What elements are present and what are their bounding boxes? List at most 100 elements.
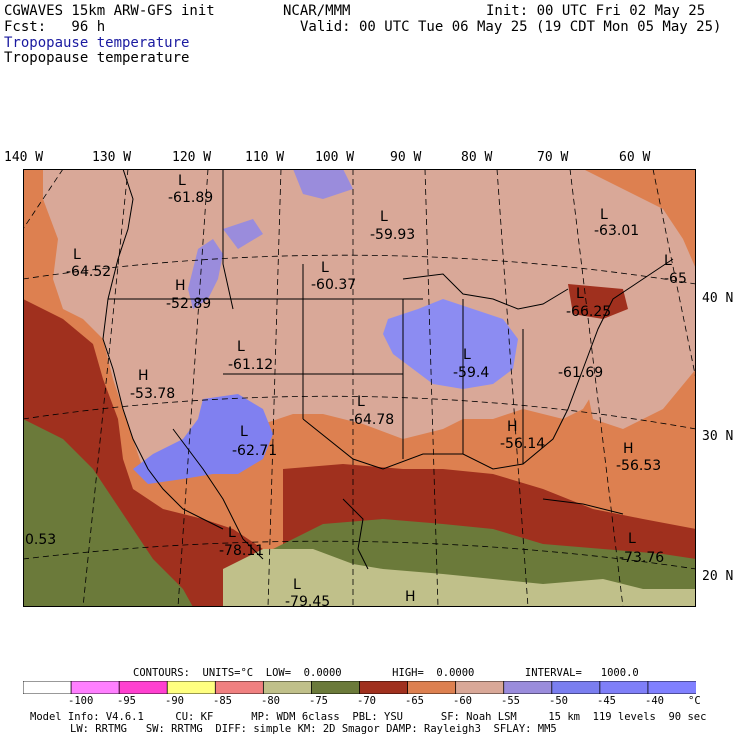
colorbar-swatch [166,681,217,694]
extremum-value: -78.11 [219,543,264,559]
extremum-letter: L [628,531,636,547]
lon-label: 80 W [461,150,493,165]
center-label: NCAR/MMM [283,3,351,19]
colorbar-swatch [599,681,649,694]
field-fill-blue-lakes [383,299,518,389]
tropopause-temperature-map: L -61.89 L -59.93 L -63.01 L -65 L -64.5… [23,169,696,607]
colorbar-tick: -50 [549,695,568,707]
extremum-letter: L [73,247,81,263]
colorbar-swatch [262,681,313,694]
extremum-letter: L [357,394,365,410]
colorbar-swatch [359,681,409,694]
extremum-letter: H [623,441,634,457]
extremum-value: -65 [664,271,687,287]
colorbar-tick: -90 [165,695,184,707]
field-fill-olive-pacific [23,419,193,607]
colorbar-swatch [23,681,72,694]
lon-label: 110 W [245,150,285,165]
extremum-value: -56.53 [616,458,661,474]
extremum-value: -61.89 [168,190,213,206]
extremum-value: -73.76 [619,550,664,566]
field-title: Tropopause temperature [4,50,190,66]
extremum-letter: H [507,419,518,435]
extremum-letter: L [178,173,186,189]
lat-label: 40 N [702,291,734,306]
colorbar-tick: -100 [68,695,94,707]
colorbar-swatch [118,681,169,694]
political-boundaries [102,169,674,570]
extremum-value: -64.52 [66,264,111,280]
extremum-value: -61.12 [228,357,273,373]
extremum-value: -60.37 [311,277,356,293]
model-info-line1: Model Info: V4.6.1 CU: KF MP: WDM 6class… [30,711,707,723]
extremum-letter: L [321,260,329,276]
colorbar-tick: -75 [309,695,328,707]
init-time: Init: 00 UTC Fri 02 May 25 [486,3,706,19]
colorbar-unit: °C [688,695,701,707]
valid-time: Valid: 00 UTC Tue 06 May 25 (19 CDT Mon … [300,19,722,35]
colorbar-swatch [503,681,553,694]
extremum-letter: L [237,339,245,355]
extremum-letter: H [138,368,149,384]
extremum-value: -52.89 [166,296,211,312]
model-info-line2: LW: RRTMG SW: RRTMG DIFF: simple KM: 2D … [70,723,557,735]
lat-label: 20 N [702,569,734,584]
lon-label: 130 W [92,150,132,165]
extremum-letter: H [405,589,416,605]
field-title-blue: Tropopause temperature [4,35,190,51]
colorbar-tick: -80 [261,695,280,707]
field-fill-blue-canada [293,169,353,199]
extremum-value: -66.25 [566,304,611,320]
colorbar-swatch [311,681,361,694]
extremum-letter: L [600,207,608,223]
extremum-letter: L [664,253,672,269]
lon-label: 140 W [4,150,44,165]
contours-info: CONTOURS: UNITS=°C LOW= 0.0000 HIGH= 0.0… [133,667,639,679]
model-title: CGWAVES 15km ARW-GFS init [4,3,215,19]
extremum-letter: L [463,347,471,363]
colorbar-tick: -85 [213,695,232,707]
field-fill-blue-nw [223,219,263,249]
extremum-value: -56.14 [500,436,545,452]
colorbar-tick: -65 [405,695,424,707]
lon-label: 120 W [172,150,212,165]
lon-label: 60 W [619,150,651,165]
field-fill-darkred-ne [568,284,628,319]
extremum-letter: L [240,424,248,440]
colorbar [23,681,696,694]
field-fill-blue-southwest [133,394,273,484]
extremum-letter: L [228,525,236,541]
colorbar-swatch [407,681,457,694]
colorbar-tick: -60 [453,695,472,707]
extremum-value: -63.01 [594,223,639,239]
extremum-value: -64.78 [349,412,394,428]
extremum-value: -59.4 [453,365,489,381]
field-fill-khaki [223,549,696,607]
extremum-value: -79.45 [285,594,330,607]
extremum-value: -62.71 [232,443,277,459]
colorbar-swatch [214,681,265,694]
extremum-value: 0.53 [25,532,56,548]
extremum-value: -61.69 [558,365,603,381]
lon-label: 100 W [315,150,355,165]
graticule [23,169,696,607]
colorbar-swatch [647,681,696,694]
lon-label: 90 W [390,150,422,165]
colorbar-tick: -40 [645,695,664,707]
forecast-hour: Fcst: 96 h [4,19,106,35]
colorbar-swatch [455,681,505,694]
extremum-value: -59.93 [370,227,415,243]
extremum-letter: L [380,209,388,225]
colorbar-tick: -45 [597,695,616,707]
colorbar-tick: -70 [357,695,376,707]
map-frame [23,169,696,607]
lat-label: 30 N [702,429,734,444]
colorbar-tick: -95 [117,695,136,707]
extremum-letter: H [175,278,186,294]
field-fill-blue-rockies [188,239,223,309]
extremum-letter: L [293,577,301,593]
colorbar-swatch [70,681,121,694]
colorbar-swatch [551,681,601,694]
colorbar-tick: -55 [501,695,520,707]
extremum-letter: L [576,286,584,302]
